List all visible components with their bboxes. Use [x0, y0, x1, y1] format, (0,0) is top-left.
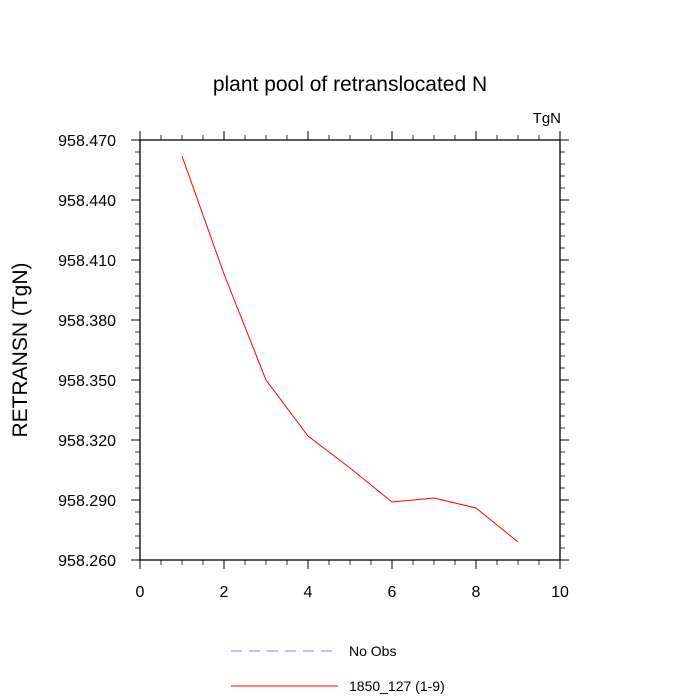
- x-tick-label: 2: [220, 584, 229, 601]
- legend-label-no-obs: No Obs: [349, 643, 396, 659]
- x-tick-label: 6: [388, 584, 397, 601]
- units-label: TgN: [533, 110, 561, 127]
- legend-label-1850-127: 1850_127 (1-9): [349, 678, 445, 694]
- y-axis-label: RETRANSN (TgN): [9, 262, 32, 437]
- x-tick-label: 4: [304, 584, 313, 601]
- x-tick-label: 0: [136, 584, 145, 601]
- y-tick-label: 958.470: [58, 133, 116, 150]
- chart-title: plant pool of retranslocated N: [213, 73, 487, 96]
- y-tick-label: 958.410: [58, 253, 116, 270]
- series-line-0: [181, 155, 519, 543]
- x-tick-label: 8: [472, 584, 481, 601]
- y-tick-label: 958.380: [58, 313, 116, 330]
- legend: No Obs 1850_127 (1-9): [231, 643, 445, 694]
- y-tick-label: 958.440: [58, 193, 116, 210]
- tick-labels: 0 2 4 6 8 10 958.260 958.290 958.320 958.350 958.3…: [58, 133, 569, 601]
- y-tick-label: 958.320: [58, 433, 116, 450]
- series-layer: [181, 155, 519, 543]
- axis-ticks: [131, 131, 569, 569]
- x-tick-label: 10: [551, 584, 569, 601]
- plot-frame: [139, 139, 561, 561]
- y-tick-label: 958.260: [58, 553, 116, 570]
- y-tick-label: 958.350: [58, 373, 116, 390]
- y-tick-label: 958.290: [58, 493, 116, 510]
